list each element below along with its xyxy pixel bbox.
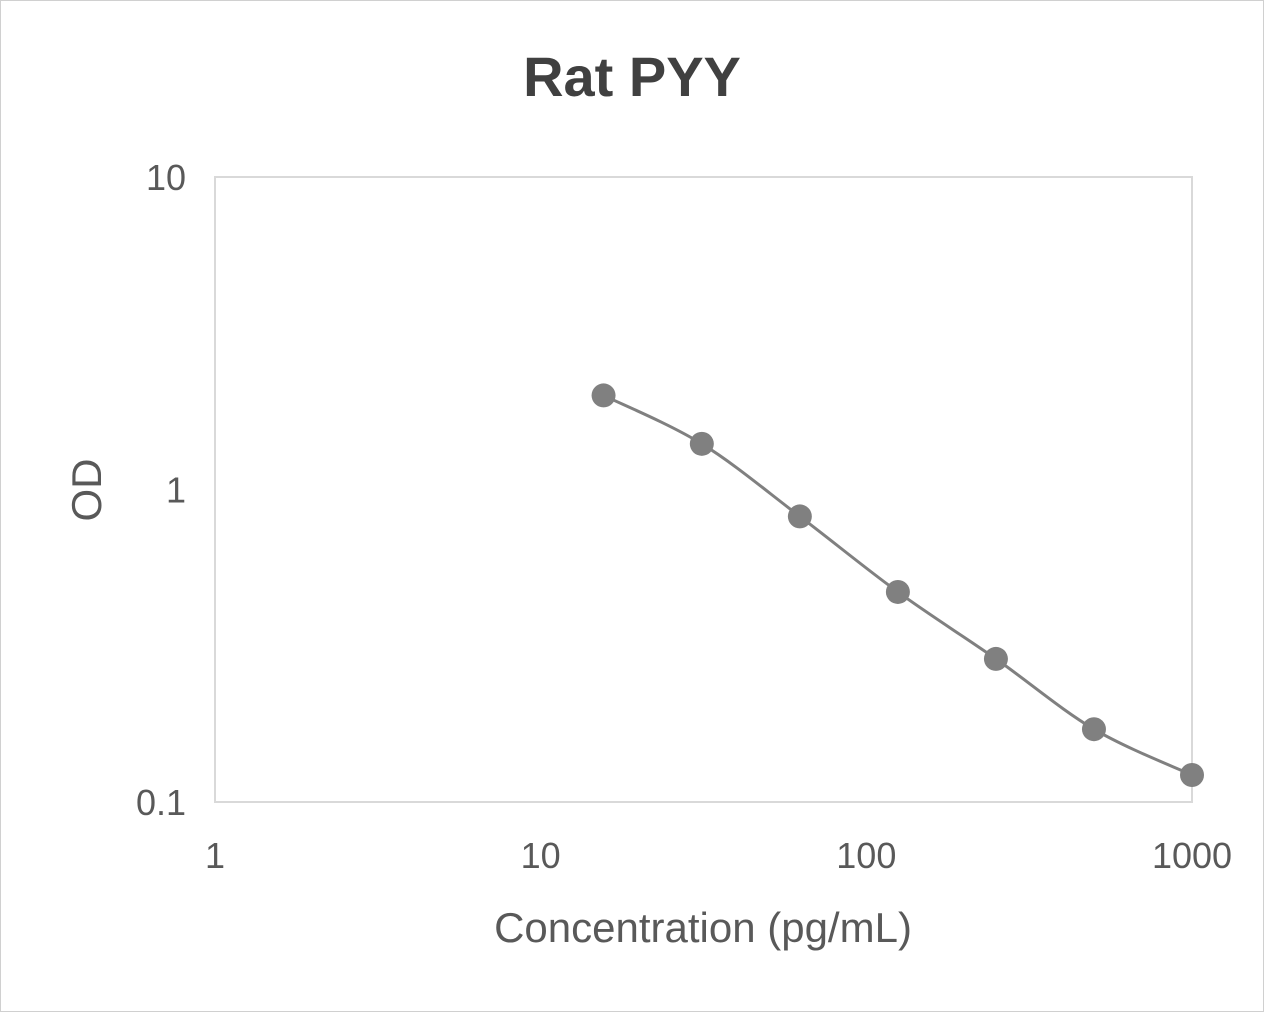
y-tick-label: 1	[166, 470, 186, 511]
x-tick-label: 1	[205, 835, 225, 876]
chart-title: Rat PYY	[523, 45, 741, 108]
x-tick-label: 10	[521, 835, 561, 876]
data-point	[1180, 763, 1204, 788]
data-point	[787, 504, 812, 529]
y-tick-label: 10	[146, 157, 186, 198]
data-point	[689, 431, 714, 456]
x-tick-label: 100	[836, 835, 896, 876]
y-axis-label: OD	[63, 459, 110, 522]
x-tick-label: 1000	[1152, 835, 1232, 876]
data-point	[885, 579, 910, 604]
data-point	[591, 383, 616, 408]
y-tick-label: 0.1	[136, 782, 186, 823]
data-point	[983, 646, 1008, 671]
plot-area	[214, 176, 1193, 803]
data-point	[1081, 717, 1106, 742]
x-axis-label: Concentration (pg/mL)	[494, 904, 912, 951]
